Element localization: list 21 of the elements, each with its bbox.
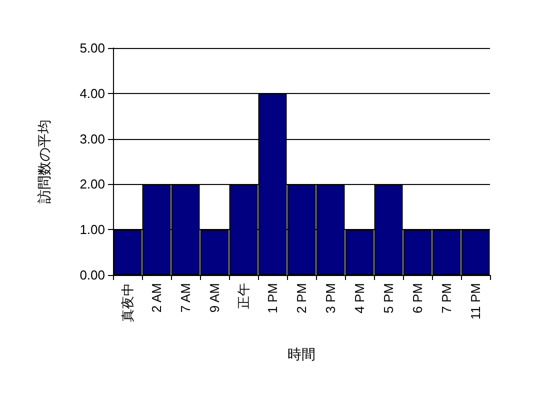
x-tick-label: 6 PM	[410, 283, 425, 314]
y-tick-label: 4.00	[80, 86, 105, 101]
y-axis-title: 訪問数の平均	[36, 120, 52, 204]
x-tick-label: 真夜中	[120, 283, 135, 322]
x-tick-label: 7 PM	[439, 283, 454, 314]
x-tick-label: 7 AM	[178, 283, 193, 313]
x-tick-label: 11 PM	[468, 283, 483, 320]
x-axis-title: 時間	[288, 346, 316, 362]
x-tick-label: 正午	[236, 283, 251, 309]
x-tick-label: 5 PM	[381, 283, 396, 314]
x-tick-label: 2 PM	[294, 283, 309, 314]
y-tick-label: 1.00	[80, 222, 105, 238]
x-tick-label: 2 AM	[149, 283, 164, 313]
y-tick-label: 5.00	[80, 40, 105, 56]
x-tick-label: 3 PM	[323, 283, 338, 314]
x-tick-label: 9 AM	[207, 283, 222, 313]
x-tick-label: 4 PM	[352, 283, 367, 314]
y-tick-label: 3.00	[80, 131, 105, 146]
y-tick-label: 2.00	[80, 176, 105, 192]
x-tick-label: 1 PM	[265, 283, 280, 314]
y-tick-label: 0.00	[80, 268, 105, 282]
